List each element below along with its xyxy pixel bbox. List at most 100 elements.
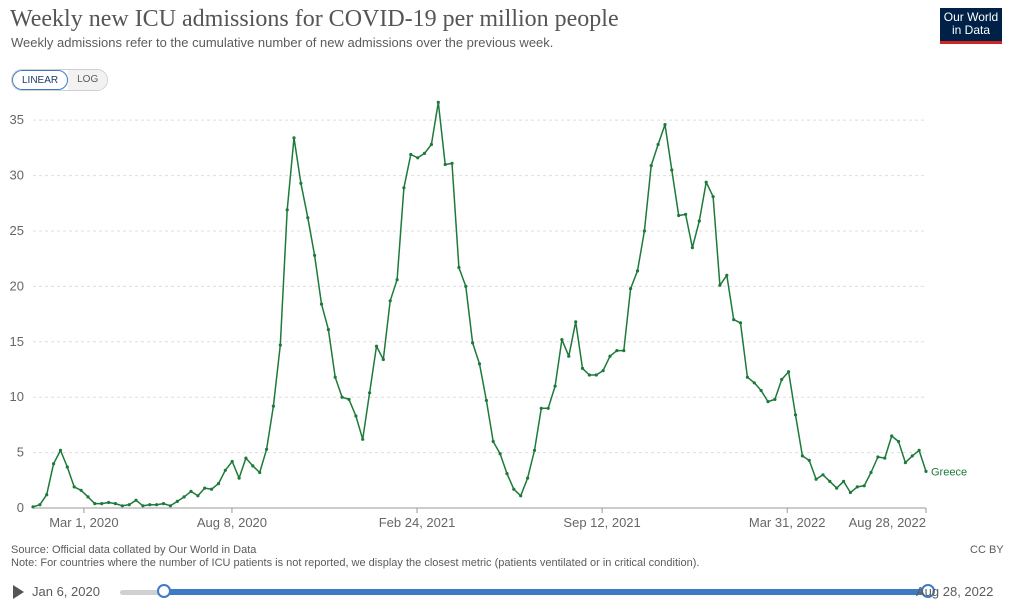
data-point[interactable]: [422, 151, 427, 155]
data-point[interactable]: [580, 366, 585, 370]
data-point[interactable]: [890, 434, 894, 438]
data-point[interactable]: [168, 504, 172, 508]
data-point[interactable]: [292, 136, 296, 140]
data-point[interactable]: [79, 488, 83, 492]
data-point[interactable]: [464, 284, 468, 288]
data-point[interactable]: [642, 229, 647, 233]
data-point[interactable]: [539, 406, 543, 410]
data-point[interactable]: [230, 459, 234, 464]
data-point[interactable]: [354, 414, 358, 418]
data-point[interactable]: [842, 479, 846, 483]
data-point[interactable]: [450, 161, 454, 165]
data-point[interactable]: [368, 391, 372, 395]
data-point[interactable]: [175, 499, 179, 503]
log-scale-button[interactable]: LOG: [68, 70, 108, 90]
data-point[interactable]: [725, 273, 729, 277]
data-point[interactable]: [752, 381, 756, 385]
data-point[interactable]: [690, 246, 695, 250]
series-label-greece[interactable]: Greece: [931, 466, 967, 478]
data-point[interactable]: [862, 484, 866, 488]
data-point[interactable]: [395, 278, 399, 282]
data-point[interactable]: [388, 299, 392, 303]
data-point[interactable]: [134, 498, 138, 502]
data-point[interactable]: [601, 369, 605, 373]
data-point[interactable]: [189, 489, 193, 493]
data-point[interactable]: [306, 216, 310, 220]
data-point[interactable]: [800, 454, 805, 458]
data-point[interactable]: [656, 142, 660, 147]
data-point[interactable]: [326, 328, 330, 332]
data-point[interactable]: [526, 476, 530, 480]
data-point[interactable]: [155, 503, 159, 507]
data-point[interactable]: [835, 486, 839, 490]
data-point[interactable]: [532, 448, 537, 452]
data-point[interactable]: [512, 487, 516, 491]
data-point[interactable]: [333, 375, 337, 379]
data-point[interactable]: [443, 162, 447, 167]
data-point[interactable]: [86, 495, 90, 499]
data-point[interactable]: [113, 502, 117, 506]
data-point[interactable]: [903, 461, 908, 465]
data-point[interactable]: [677, 213, 681, 218]
data-point[interactable]: [697, 219, 701, 223]
data-point[interactable]: [127, 503, 131, 507]
data-point[interactable]: [814, 477, 818, 481]
data-point[interactable]: [148, 503, 152, 507]
data-point[interactable]: [72, 485, 76, 489]
data-point[interactable]: [416, 156, 420, 160]
data-point[interactable]: [182, 495, 186, 499]
data-point[interactable]: [807, 458, 811, 462]
data-point[interactable]: [347, 397, 351, 401]
data-point[interactable]: [629, 287, 633, 291]
data-point[interactable]: [381, 357, 385, 362]
data-point[interactable]: [793, 413, 798, 417]
data-point[interactable]: [45, 493, 49, 497]
data-point[interactable]: [436, 100, 440, 104]
data-point[interactable]: [141, 504, 145, 508]
data-point[interactable]: [622, 349, 626, 353]
data-point[interactable]: [553, 384, 557, 388]
data-point[interactable]: [498, 452, 502, 456]
data-point[interactable]: [107, 500, 111, 505]
timeline-start-handle[interactable]: [157, 584, 171, 598]
data-point[interactable]: [319, 302, 324, 306]
timeline-end-handle[interactable]: [921, 584, 935, 598]
data-point[interactable]: [374, 344, 379, 348]
data-point[interactable]: [848, 490, 853, 495]
data-point[interactable]: [457, 265, 461, 270]
data-point[interactable]: [313, 253, 317, 257]
data-point[interactable]: [594, 373, 598, 377]
data-point[interactable]: [31, 505, 35, 509]
data-point[interactable]: [409, 152, 413, 157]
data-point[interactable]: [773, 397, 777, 401]
data-point[interactable]: [491, 439, 495, 444]
data-point[interactable]: [519, 494, 523, 498]
license-link[interactable]: CC BY: [970, 544, 1004, 556]
data-point[interactable]: [738, 321, 743, 325]
data-point[interactable]: [471, 341, 475, 345]
data-point[interactable]: [587, 373, 592, 377]
data-point[interactable]: [869, 470, 873, 475]
data-point[interactable]: [65, 465, 69, 469]
data-point[interactable]: [251, 464, 255, 468]
data-point[interactable]: [670, 168, 674, 172]
data-point[interactable]: [704, 180, 708, 184]
owid-logo[interactable]: Our World in Data: [940, 8, 1002, 44]
data-point[interactable]: [546, 406, 550, 410]
data-point[interactable]: [567, 354, 571, 358]
data-point[interactable]: [560, 338, 564, 342]
data-point[interactable]: [910, 454, 914, 458]
data-point[interactable]: [58, 448, 63, 452]
data-point[interactable]: [429, 142, 433, 147]
data-point[interactable]: [299, 181, 303, 185]
data-point[interactable]: [244, 456, 248, 460]
data-point[interactable]: [278, 343, 282, 347]
data-point[interactable]: [917, 448, 921, 452]
data-point[interactable]: [635, 269, 640, 273]
data-point[interactable]: [223, 468, 227, 472]
data-point[interactable]: [883, 456, 887, 460]
data-point[interactable]: [896, 439, 901, 444]
play-icon[interactable]: [13, 585, 24, 599]
data-point[interactable]: [663, 123, 667, 127]
data-point[interactable]: [271, 404, 275, 408]
